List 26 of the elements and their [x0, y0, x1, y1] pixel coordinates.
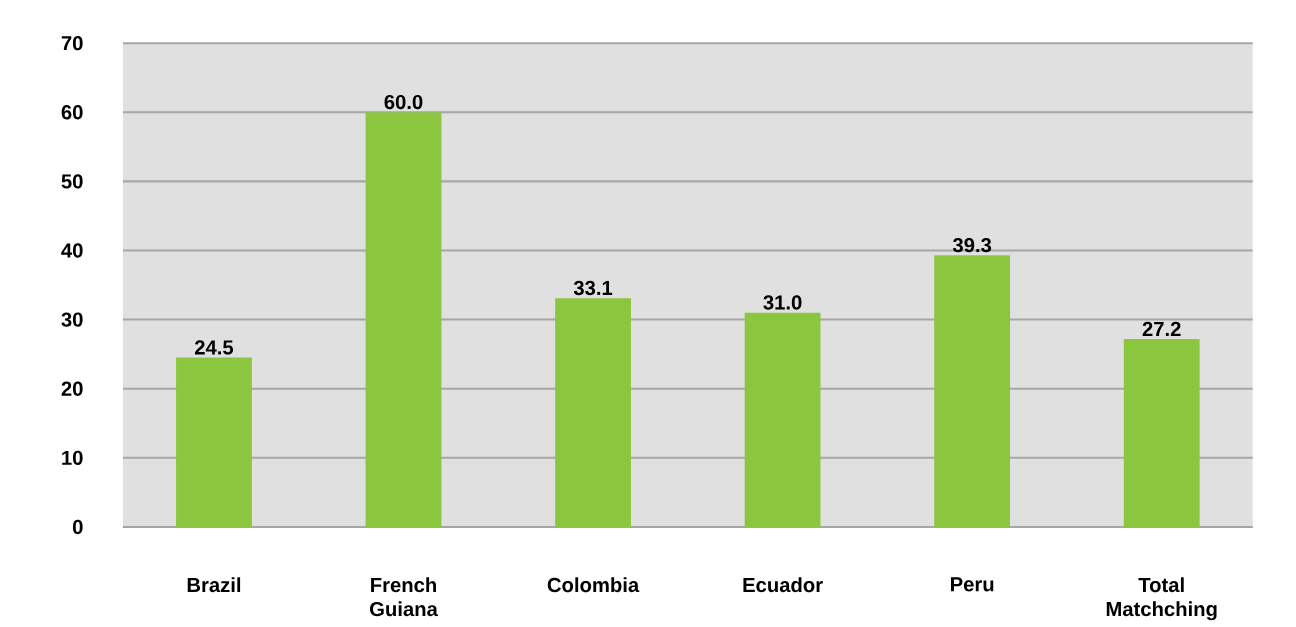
y-tick-label: 20	[61, 381, 83, 396]
data-label: 39.3	[952, 237, 992, 253]
y-tick-label: 0	[72, 519, 83, 535]
x-tick-label: Peru	[950, 577, 994, 592]
y-tick-label: 40	[61, 243, 83, 258]
x-tick-label: Brazil	[187, 577, 241, 593]
x-tick-label: Ecuador	[743, 577, 823, 593]
x-tick-label: Total Matchching	[1106, 577, 1217, 621]
data-label: 27.2	[1142, 321, 1181, 336]
y-tick-label: 30	[61, 312, 83, 327]
data-label: 31.0	[763, 295, 802, 310]
data-label: 33.1	[573, 280, 613, 296]
y-tick-label: 10	[62, 450, 83, 466]
y-tick-label: 70	[61, 36, 83, 51]
x-tick-label: Colombia	[547, 577, 640, 593]
bar	[1123, 338, 1200, 527]
bar	[365, 112, 442, 527]
bar	[176, 357, 252, 527]
data-label: 60.0	[384, 94, 423, 110]
x-tick-label: French Guiana	[370, 577, 438, 617]
y-tick-label: 60	[61, 105, 83, 120]
bar	[934, 255, 1011, 527]
bar	[555, 298, 631, 527]
data-label: 24.5	[194, 340, 234, 355]
bar	[744, 312, 821, 527]
y-tick-label: 50	[61, 174, 83, 189]
